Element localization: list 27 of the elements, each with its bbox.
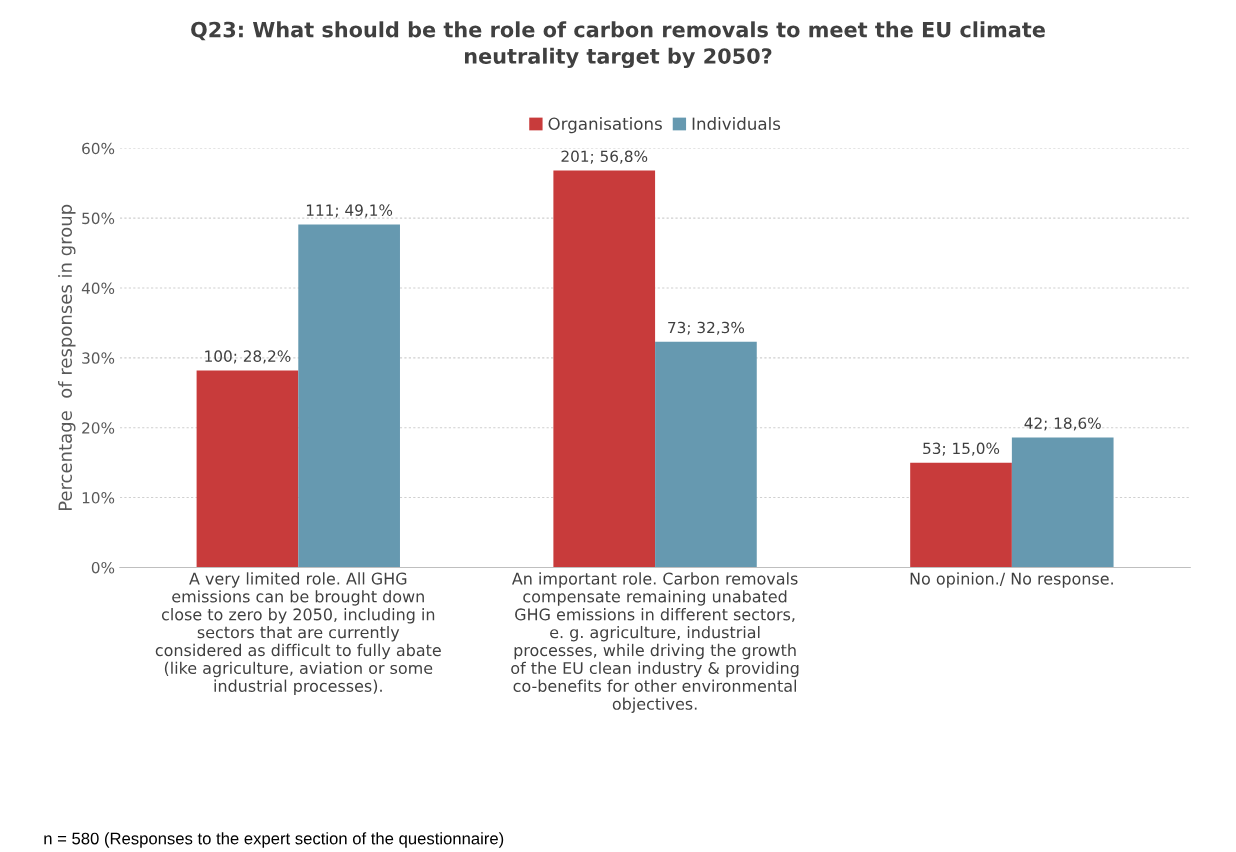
chart-title: Q23: What should be the role of carbon removals to meet the EU climate neutrality target by 2050? bbox=[191, 21, 1045, 69]
x-tick-label: An important role. Carbon removals compensate remaining unabated GHG emissions in different sectors, e. g. agriculture, industrial processes, while driving the growth of the EU clean industry & providing co-benefits for other environmental objectives. bbox=[511, 572, 799, 713]
bar bbox=[910, 462, 1012, 568]
y-tick-label: 30% bbox=[82, 352, 115, 364]
bar bbox=[553, 170, 656, 568]
y-tick-label: 20% bbox=[82, 422, 115, 434]
y-tick-label: 50% bbox=[82, 212, 115, 225]
bar bbox=[196, 370, 299, 568]
y-axis-title: Percentage of responses in group bbox=[58, 204, 76, 511]
bar bbox=[298, 224, 400, 568]
data-label: 53; 15,0% bbox=[923, 442, 1000, 456]
x-tick-label: No opinion./ No response. bbox=[910, 572, 1113, 588]
x-tick-label: A very limited role. All GHG emissions can be brought down close to zero by 2050, including in sectors that are currently considered as difficult to fully abate (like agriculture, aviation or some industrial processes). bbox=[155, 572, 441, 696]
data-label: 100; 28,2% bbox=[205, 350, 291, 364]
y-tick-label: 10% bbox=[82, 492, 115, 504]
legend-label: Individuals bbox=[692, 117, 781, 131]
data-label: 201; 56,8% bbox=[561, 150, 648, 164]
y-tick-label: 60% bbox=[82, 142, 115, 155]
data-label: 111; 49,1% bbox=[306, 204, 393, 218]
data-label: 73; 32,3% bbox=[668, 321, 745, 335]
bar bbox=[655, 341, 757, 568]
legend-label: Organisations bbox=[548, 117, 662, 134]
text: n = 580 (Responses to the expert section of the questionnaire) bbox=[44, 832, 504, 848]
y-tick-label: 40% bbox=[81, 282, 115, 294]
data-label: 42; 18,6% bbox=[1024, 417, 1101, 431]
bar bbox=[1011, 437, 1114, 568]
y-tick-label: 0% bbox=[91, 561, 115, 574]
